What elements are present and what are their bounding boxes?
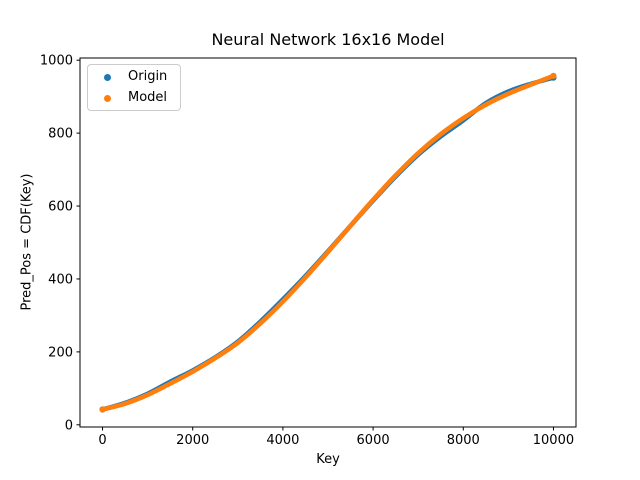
y-tick-label: 1000 [40,54,73,69]
chart-title: Neural Network 16x16 Model [211,30,445,49]
y-tick-label: 200 [48,345,73,360]
series-model [100,73,556,412]
x-tick-label: 8000 [447,433,480,448]
x-tick-label: 0 [98,433,106,448]
legend-item-model: Model [100,89,180,107]
y-tick-label: 400 [48,272,73,287]
x-tick-label: 10000 [533,433,574,448]
series-origin [100,75,556,412]
origin-dot-icon [104,73,111,81]
x-tick-label: 2000 [176,433,209,448]
legend-label-model: Model [128,90,168,105]
model-dot-icon [104,94,111,102]
legend-item-origin: Origin [100,68,180,86]
legend: Origin Model [87,64,181,111]
y-axis-label: Pred_Pos = CDF(Key) [19,173,35,311]
x-axis-label: Key [316,452,340,467]
y-tick-label: 600 [48,200,73,215]
x-tick-label: 4000 [266,433,299,448]
y-tick-label: 0 [65,418,73,433]
y-tick-label: 800 [48,127,73,142]
x-tick-label: 6000 [357,433,390,448]
legend-label-origin: Origin [128,69,168,84]
